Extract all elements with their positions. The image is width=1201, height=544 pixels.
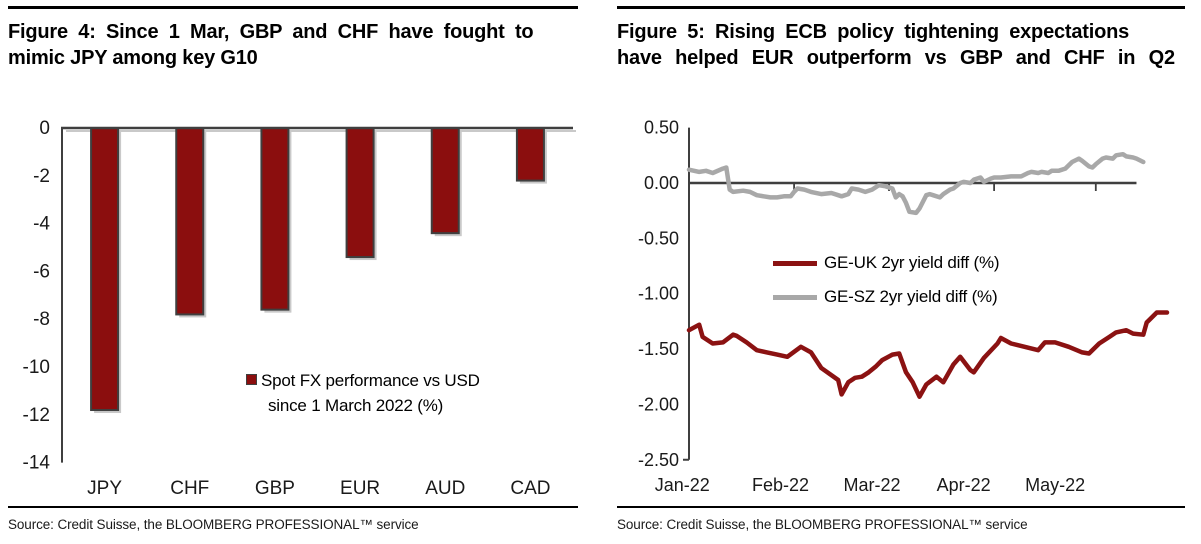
y-tick-label: -14 xyxy=(23,453,51,474)
red-line-swatch xyxy=(773,260,817,266)
y-tick-label: -2.00 xyxy=(638,394,679,414)
figure4-title-line1: Figure 4: Since 1 Mar, GBP and CHF have … xyxy=(8,21,534,43)
x-category-label-JPY: JPY xyxy=(87,478,122,499)
x-category-label-AUD: AUD xyxy=(425,478,465,499)
figure4-source: Source: Credit Suisse, the BLOOMBERG PRO… xyxy=(8,517,419,532)
y-tick-label: 0 xyxy=(39,118,50,139)
figure5-bottom-rule xyxy=(617,506,1185,508)
figure4-legend-line2: since 1 March 2022 (%) xyxy=(268,396,444,415)
figure4-bottom-rule xyxy=(8,506,578,508)
bar-AUD xyxy=(430,127,460,235)
series-ge-uk-line xyxy=(686,310,1170,399)
figure5-legend-label-gesz: GE-SZ 2yr yield diff (%) xyxy=(824,287,998,306)
figure5-source: Source: Credit Suisse, the BLOOMBERG PRO… xyxy=(617,517,1028,532)
y-tick-label: -0.50 xyxy=(638,228,679,248)
y-tick-label: -10 xyxy=(23,357,50,378)
figure4-legend-line1: Spot FX performance vs USD xyxy=(261,371,480,390)
y-tick-label: 0.00 xyxy=(644,173,679,193)
y-tick-label: -4 xyxy=(33,214,50,235)
bar-JPY xyxy=(90,127,120,412)
legend-square-marker xyxy=(246,374,257,385)
figure4-title-line2: mimic JPY among key G10 xyxy=(8,47,258,69)
y-tick-label: -12 xyxy=(23,405,50,426)
figure5-legend-row-gesz: GE-SZ 2yr yield diff (%) xyxy=(773,287,999,306)
x-category-label-CHF: CHF xyxy=(170,478,209,499)
figure4-title: Figure 4: Since 1 Mar, GBP and CHF have … xyxy=(8,19,578,71)
x-category-label-CAD: CAD xyxy=(510,478,550,499)
figure5-legend-row-geuk: GE-UK 2yr yield diff (%) xyxy=(773,253,1000,272)
figure5-title-line1: Figure 5: Rising ECB policy tightening e… xyxy=(617,21,1130,43)
x-tick-label: Feb-22 xyxy=(752,475,809,495)
bar-CHF xyxy=(175,127,205,316)
series-ge-sz-line xyxy=(686,151,1146,216)
figure5-title: Figure 5: Rising ECB policy tightening e… xyxy=(617,19,1185,71)
figure5-title-line2: have helped EUR outperform vs GBP and CH… xyxy=(617,47,1175,69)
x-tick-label: Apr-22 xyxy=(937,475,991,495)
y-tick-label: -1.50 xyxy=(638,339,679,359)
figure4-top-rule xyxy=(8,6,578,9)
y-tick-label: -2 xyxy=(33,166,50,187)
x-tick-label: Mar-22 xyxy=(844,475,901,495)
figure5-line-chart: 0.50 0.00 -0.50 -1.00 -1.50 -2.00 -2.50 Jan-22 F… xyxy=(638,118,1170,495)
x-tick-label: Jan-22 xyxy=(655,475,710,495)
y-tick-label: 0.50 xyxy=(644,118,679,138)
figure5-top-rule xyxy=(617,6,1185,9)
figure4-legend-text: Spot FX performance vs USD since 1 March… xyxy=(261,368,480,418)
y-tick-label: -6 xyxy=(33,261,50,282)
x-category-label-EUR: EUR xyxy=(340,478,380,499)
y-tick-label: -1.00 xyxy=(638,284,679,304)
figure5-legend: GE-UK 2yr yield diff (%) GE-SZ 2yr yield… xyxy=(773,253,1000,306)
x-category-label-GBP: GBP xyxy=(255,478,295,499)
y-tick-label: -2.50 xyxy=(638,450,679,470)
bar-CAD xyxy=(515,127,545,182)
x-tick-label: May-22 xyxy=(1025,475,1085,495)
gray-line-swatch xyxy=(773,294,817,300)
figure4-legend: Spot FX performance vs USD since 1 March… xyxy=(246,368,480,418)
y-tick-label: -8 xyxy=(33,309,50,330)
bar-GBP xyxy=(260,127,290,311)
figure4-bar-chart: JPY CHF GBP EUR AUD CAD 0 -2 -4 -6 -8 -10 -12 -14 xyxy=(23,118,576,499)
bar-EUR xyxy=(345,127,375,259)
figure5-legend-label-geuk: GE-UK 2yr yield diff (%) xyxy=(824,253,1000,272)
